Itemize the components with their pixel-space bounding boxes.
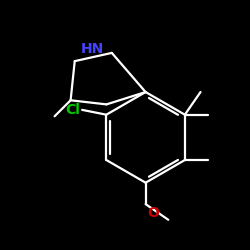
Text: HN: HN [81,42,104,56]
Text: O: O [147,206,159,220]
Text: Cl: Cl [65,103,80,117]
